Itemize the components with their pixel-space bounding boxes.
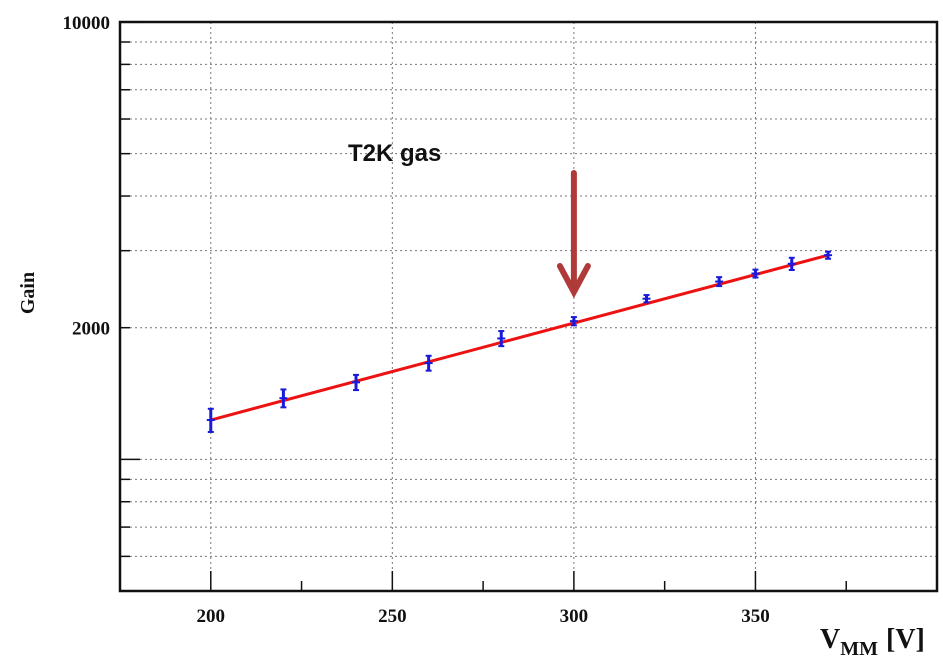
x-tick-label: 250 bbox=[378, 606, 407, 627]
data-point bbox=[279, 388, 288, 409]
x-axis-label-unit: [V] bbox=[886, 624, 925, 655]
annotation-arrow bbox=[556, 170, 591, 299]
x-axis-label-subscript: MM bbox=[840, 638, 878, 659]
grid bbox=[120, 22, 937, 592]
x-tick-label: 300 bbox=[560, 606, 589, 627]
data-point bbox=[424, 354, 433, 372]
x-axis-label-main: V bbox=[820, 624, 840, 655]
x-tick-label: 200 bbox=[197, 606, 226, 627]
y-tick-label: 10000 bbox=[63, 13, 111, 34]
x-tick-label: 350 bbox=[741, 606, 770, 627]
data-point bbox=[569, 316, 578, 327]
tick-labels: 200 250 300 350 10000 2000 bbox=[63, 13, 770, 627]
data-point bbox=[787, 256, 796, 271]
annotation-label: T2K gas bbox=[348, 140, 441, 167]
plot-frame bbox=[118, 20, 939, 593]
data-point bbox=[824, 250, 833, 260]
data-points bbox=[206, 250, 833, 433]
annotation: T2K gas bbox=[348, 140, 591, 299]
axis-ticks bbox=[120, 21, 938, 592]
y-axis-label: Gain bbox=[17, 272, 39, 314]
data-point bbox=[206, 407, 215, 433]
data-point bbox=[352, 373, 361, 392]
data-point bbox=[497, 330, 506, 348]
data-point bbox=[642, 294, 651, 304]
x-axis-label: VMM [V] bbox=[820, 624, 925, 659]
y-tick-label: 2000 bbox=[72, 319, 110, 340]
data-point bbox=[715, 276, 724, 288]
fit-line bbox=[210, 253, 829, 422]
data-point bbox=[751, 268, 760, 279]
